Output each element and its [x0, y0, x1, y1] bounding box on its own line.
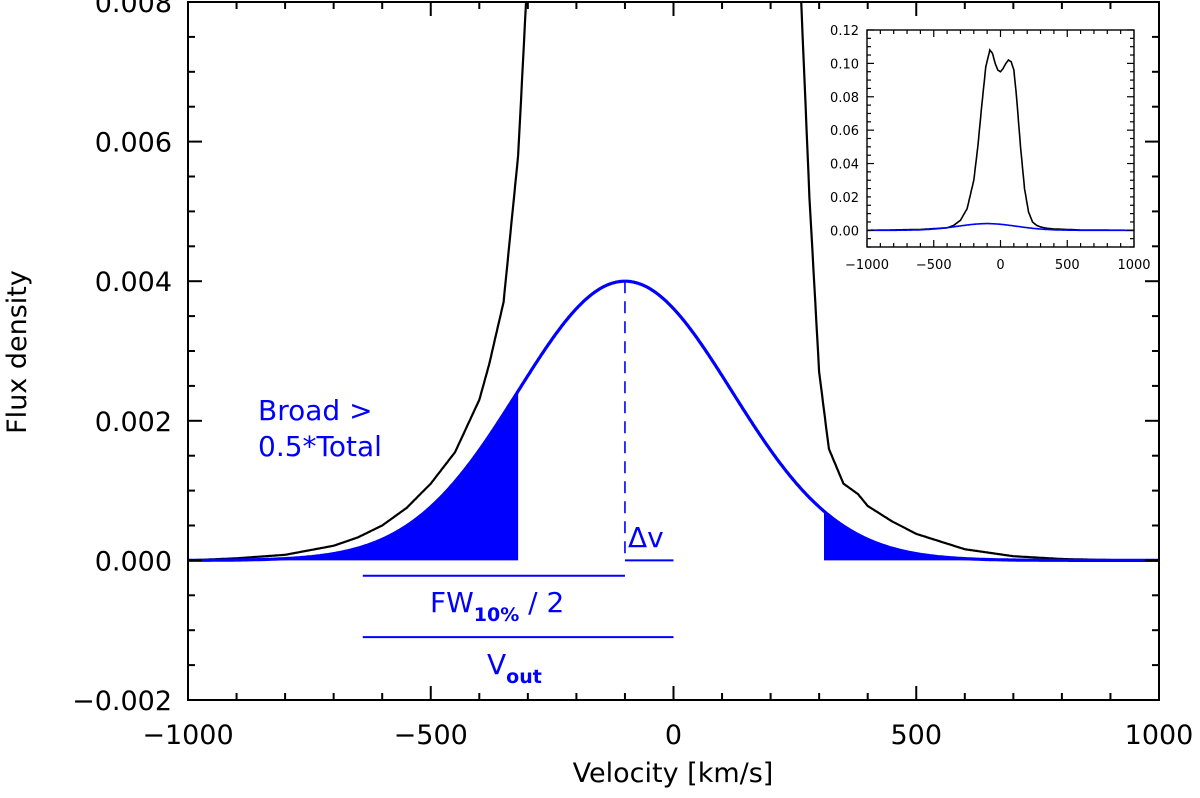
shaded-region-right: [824, 511, 1159, 561]
series-broad-line: [188, 279, 1159, 562]
inset-y-tick-label: 0.06: [830, 124, 859, 139]
inset-y-tick-label: 0.00: [830, 224, 859, 239]
fw10-label: FW10% / 2: [430, 586, 564, 626]
x-tick-label: −500: [394, 720, 468, 751]
inset-x-tick-label: −500: [916, 258, 952, 273]
broad-label-line1: Broad >: [258, 394, 373, 427]
delta-v-label: Δv: [628, 521, 664, 554]
fw10-tail: / 2: [519, 586, 564, 619]
fw10-sub: 10%: [474, 604, 519, 626]
x-tick-label: 1000: [1125, 720, 1194, 751]
y-axis-title: Flux density: [2, 270, 33, 434]
y-tick-label: 0.000: [95, 546, 172, 577]
inset-x-tick-label: 0: [996, 258, 1004, 273]
inset-background: [867, 30, 1134, 247]
inset-y-tick-label: 0.02: [830, 191, 859, 206]
inset-y-tick-label: 0.12: [830, 24, 859, 39]
y-tick-label: −0.002: [72, 686, 172, 717]
y-tick-label: 0.004: [95, 267, 172, 298]
inset-y-tick-label: 0.10: [830, 57, 859, 72]
x-axis-title: Velocity [km/s]: [573, 758, 774, 789]
main-plot: −1000 −500 0 500 1000−0.0020.0000.0020.0040.…: [72, 0, 1193, 751]
x-tick-label: 500: [890, 720, 942, 751]
inset-x-tick-label: −1000: [845, 258, 889, 273]
inset-series-broad-line: [867, 222, 1134, 232]
y-tick-label: 0.006: [95, 128, 172, 159]
inset-plot: −1000 −500 0 500 1000 0.00 0.02 0.04 0.06 0.08 0.1…: [830, 24, 1151, 273]
inset-y-tick-label: 0.04: [830, 158, 859, 173]
shaded-region-left: [188, 391, 519, 561]
y-tick-label: 0.002: [95, 407, 172, 438]
inset-x-tick-label: 500: [1055, 258, 1080, 273]
inset-y-tick-label: 0.08: [830, 91, 859, 106]
inset-x-tick-label: 1000: [1117, 258, 1150, 273]
broad-label-line2: 0.5*Total: [258, 430, 382, 463]
vout-label: Vout: [487, 648, 542, 688]
vout-sub: out: [506, 666, 542, 688]
y-tick-label: 0.008: [95, 0, 172, 19]
x-tick-label: −1000: [142, 720, 233, 751]
x-tick-label: 0: [665, 720, 682, 751]
vout-main: V: [487, 648, 506, 681]
fw10-main: FW: [430, 586, 474, 619]
